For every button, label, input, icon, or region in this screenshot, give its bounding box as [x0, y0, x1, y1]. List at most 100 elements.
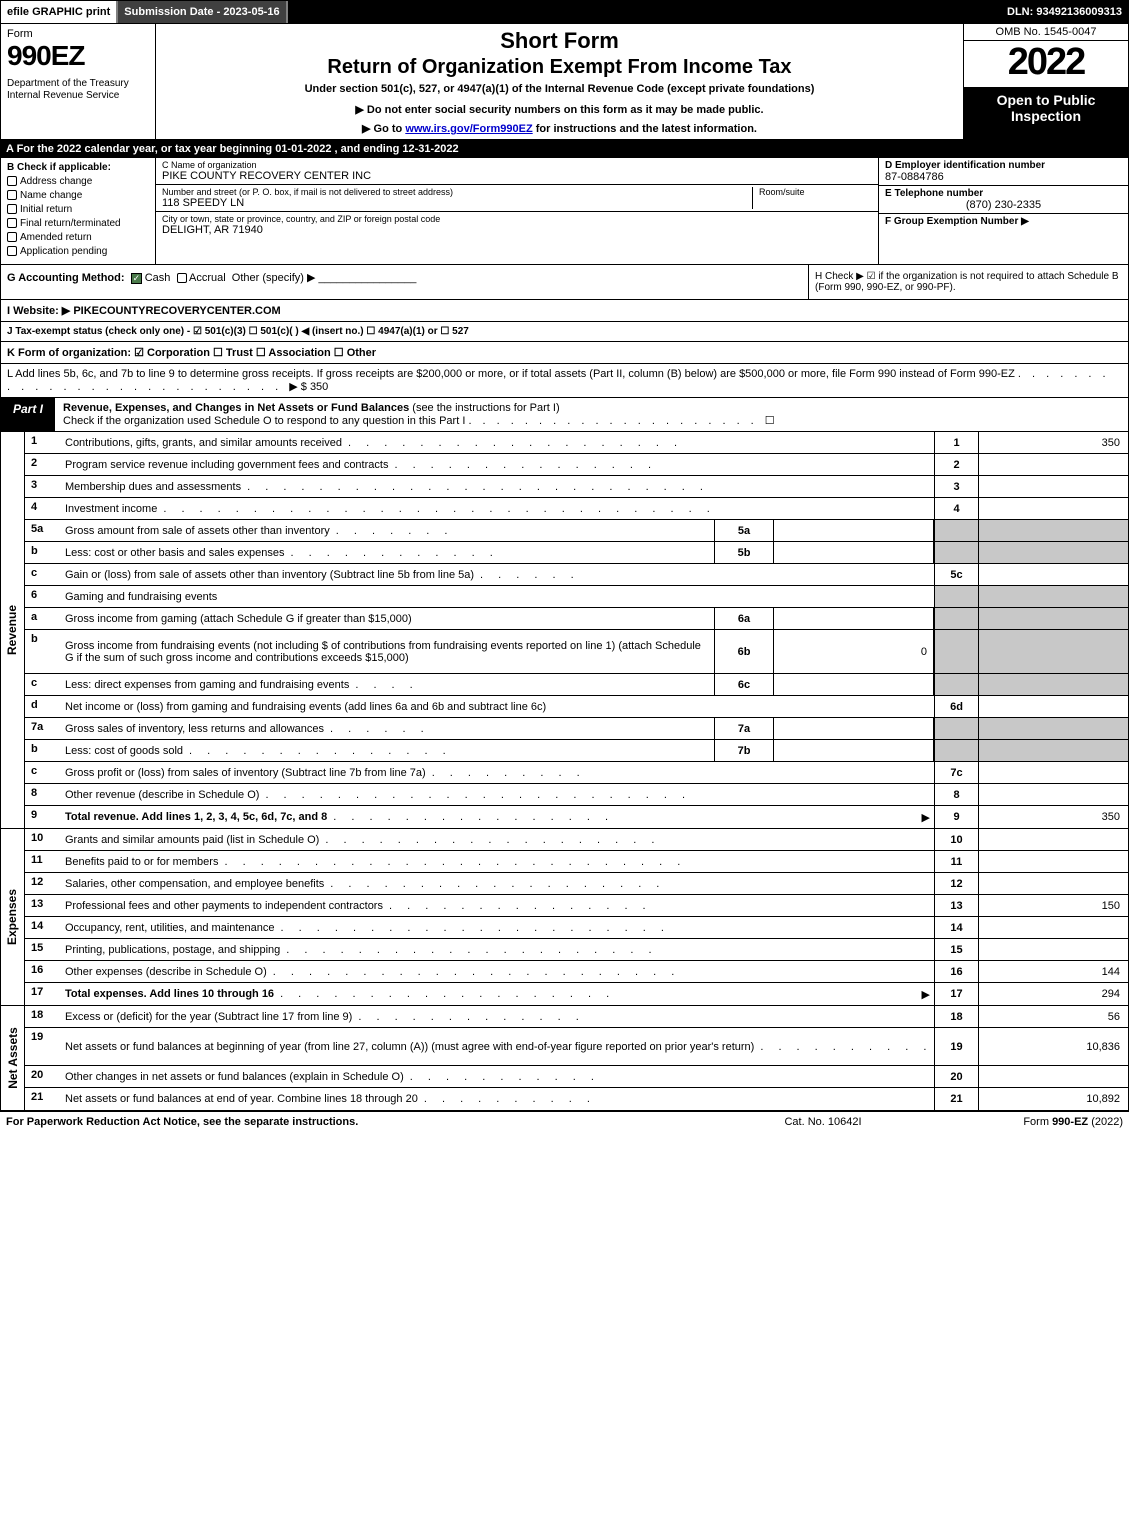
chk-initial-label: Initial return — [20, 204, 72, 215]
checkbox-checked-icon[interactable] — [131, 273, 142, 284]
irs-link[interactable]: www.irs.gov/Form990EZ — [405, 123, 532, 135]
line-20: 20 Other changes in net assets or fund b… — [25, 1066, 1128, 1088]
line-desc: Investment income — [65, 503, 157, 515]
form-header: Form 990EZ Department of the Treasury In… — [0, 24, 1129, 140]
group-exemption-row: F Group Exemption Number ▶ — [879, 214, 1128, 264]
header-left: Form 990EZ Department of the Treasury In… — [1, 24, 156, 139]
form-title: Return of Organization Exempt From Incom… — [164, 56, 955, 79]
line-num: 12 — [25, 873, 61, 894]
line-desc: Program service revenue including govern… — [65, 459, 388, 471]
line-amount-shade — [978, 542, 1128, 563]
phone-value: (870) 230-2335 — [885, 199, 1122, 211]
inline-ref: 7b — [714, 740, 774, 761]
chk-address-label: Address change — [20, 176, 92, 187]
inline-val — [774, 718, 934, 739]
chk-pending: Application pending — [7, 246, 149, 257]
checkbox-icon[interactable] — [7, 246, 17, 256]
inline-val — [774, 542, 934, 563]
line-ref: 14 — [934, 917, 978, 938]
line-num: 14 — [25, 917, 61, 938]
line-7b: b Less: cost of goods sold. . . . . . . … — [25, 740, 1128, 762]
part-i-check[interactable]: ☐ — [765, 415, 775, 427]
col-b-checkboxes: B Check if applicable: Address change Na… — [1, 158, 156, 264]
phone-row: E Telephone number (870) 230-2335 — [879, 186, 1128, 214]
line-ref: 3 — [934, 476, 978, 497]
inline-ref: 5b — [714, 542, 774, 563]
line-num: 20 — [25, 1066, 61, 1087]
c-name-label: C Name of organization — [162, 160, 872, 170]
section-bcdef: B Check if applicable: Address change Na… — [0, 158, 1129, 265]
form-ref-pre: Form — [1023, 1116, 1052, 1128]
org-city-row: City or town, state or province, country… — [156, 212, 878, 238]
line-1: 1 Contributions, gifts, grants, and simi… — [25, 432, 1128, 454]
tax-exempt-value: J Tax-exempt status (check only one) - ☑… — [7, 326, 469, 337]
line-ref-shade — [934, 586, 978, 607]
line-amount-shade — [978, 630, 1128, 673]
line-15: 15 Printing, publications, postage, and … — [25, 939, 1128, 961]
line-amount-shade — [978, 520, 1128, 541]
line-num: b — [25, 542, 61, 563]
line-ref: 17 — [934, 983, 978, 1005]
ein-row: D Employer identification number 87-0884… — [879, 158, 1128, 186]
line-ref: 10 — [934, 829, 978, 850]
header-right: OMB No. 1545-0047 2022 Open to Public In… — [963, 24, 1128, 139]
line-num: a — [25, 608, 61, 629]
line-num: 21 — [25, 1088, 61, 1110]
omb-number: OMB No. 1545-0047 — [964, 24, 1128, 41]
website-value: I Website: ▶ PIKECOUNTYRECOVERYCENTER.CO… — [7, 305, 281, 317]
form-ref-post: (2022) — [1088, 1116, 1123, 1128]
line-ref: 8 — [934, 784, 978, 805]
line-ref: 6d — [934, 696, 978, 717]
line-amount — [978, 564, 1128, 585]
checkbox-icon[interactable] — [7, 204, 17, 214]
topbar: efile GRAPHIC print Submission Date - 20… — [0, 0, 1129, 24]
tax-exempt-row: J Tax-exempt status (check only one) - ☑… — [0, 322, 1129, 342]
line-num: b — [25, 630, 61, 673]
checkbox-icon[interactable] — [7, 176, 17, 186]
line-num: 9 — [25, 806, 61, 828]
line-5b: b Less: cost or other basis and sales ex… — [25, 542, 1128, 564]
row-a-taxyear: A For the 2022 calendar year, or tax yea… — [0, 140, 1129, 158]
chk-final: Final return/terminated — [7, 218, 149, 229]
line-amount — [978, 784, 1128, 805]
line-6c: c Less: direct expenses from gaming and … — [25, 674, 1128, 696]
paperwork-notice: For Paperwork Reduction Act Notice, see … — [6, 1116, 723, 1128]
checkbox-icon[interactable] — [177, 273, 187, 283]
line-18: 18 Excess or (deficit) for the year (Sub… — [25, 1006, 1128, 1028]
line-amount-shade — [978, 608, 1128, 629]
line-desc: Gross income from gaming (attach Schedul… — [65, 613, 412, 625]
line-ref: 15 — [934, 939, 978, 960]
line-10: 10 Grants and similar amounts paid (list… — [25, 829, 1128, 851]
inline-val — [774, 608, 934, 629]
line-num: 11 — [25, 851, 61, 872]
inspection-badge: Open to Public Inspection — [964, 88, 1128, 139]
line-num: 13 — [25, 895, 61, 916]
part-i-tab: Part I — [1, 398, 55, 431]
line-3: 3 Membership dues and assessments. . . .… — [25, 476, 1128, 498]
org-name: PIKE COUNTY RECOVERY CENTER INC — [162, 170, 872, 182]
header-center: Short Form Return of Organization Exempt… — [156, 24, 963, 139]
line-amount: 10,892 — [978, 1088, 1128, 1110]
line-ref-shade — [934, 630, 978, 673]
form-subtitle: Under section 501(c), 527, or 4947(a)(1)… — [164, 83, 955, 95]
line-5c: c Gain or (loss) from sale of assets oth… — [25, 564, 1128, 586]
l-amount: ▶ $ 350 — [289, 381, 328, 393]
checkbox-icon[interactable] — [7, 232, 17, 242]
line-desc: Membership dues and assessments — [65, 481, 241, 493]
line-desc: Salaries, other compensation, and employ… — [65, 878, 324, 890]
checkbox-icon[interactable] — [7, 190, 17, 200]
arrow-icon: ▶ — [922, 988, 930, 1001]
checkbox-icon[interactable] — [7, 218, 17, 228]
line-21: 21 Net assets or fund balances at end of… — [25, 1088, 1128, 1110]
d-label: D Employer identification number — [885, 160, 1122, 171]
line-desc: Gain or (loss) from sale of assets other… — [65, 569, 474, 581]
line-amount — [978, 696, 1128, 717]
line-ref-shade — [934, 520, 978, 541]
line-16: 16 Other expenses (describe in Schedule … — [25, 961, 1128, 983]
line-amount-shade — [978, 674, 1128, 695]
col-c-org: C Name of organization PIKE COUNTY RECOV… — [156, 158, 878, 264]
page-footer: For Paperwork Reduction Act Notice, see … — [0, 1111, 1129, 1132]
inline-ref: 6b — [714, 630, 774, 673]
netassets-sidelabel: Net Assets — [1, 1006, 25, 1110]
org-name-row: C Name of organization PIKE COUNTY RECOV… — [156, 158, 878, 185]
